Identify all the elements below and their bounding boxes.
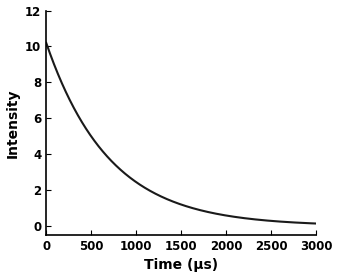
X-axis label: Time (μs): Time (μs) <box>144 259 218 272</box>
Y-axis label: Intensity: Intensity <box>5 88 20 158</box>
